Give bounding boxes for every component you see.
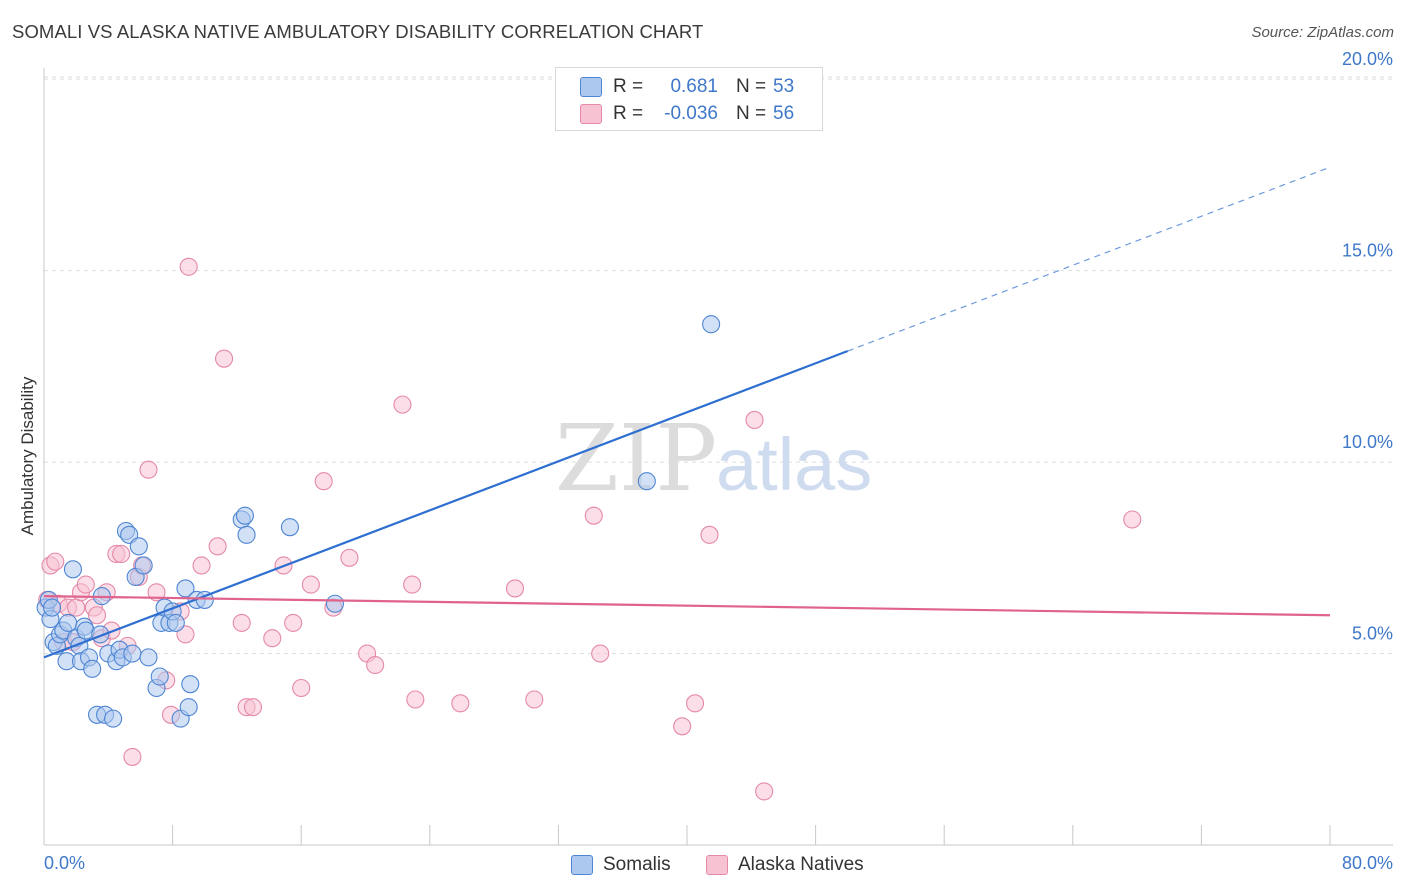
r-label: R = [613,76,644,97]
somalis-point [237,525,256,544]
somalis-swatch-icon [580,77,602,97]
alaska-natives-point [314,472,333,491]
alaska-natives-point [406,690,425,709]
legend-label-somalis: Somalis [603,854,671,875]
n-value: 56 [773,103,795,124]
r-value: -0.036 [664,103,718,124]
alaska-natives-point [525,690,544,709]
somalis-point [176,579,195,598]
x-tick-label: 0.0% [44,853,85,873]
grid-lines [44,76,1393,655]
somalis-point [166,613,185,632]
alaska-natives-point [232,613,251,632]
alaska-swatch-icon [580,104,602,124]
y-tick-label: 10.0% [1342,432,1393,452]
alaska-natives-point [700,525,719,544]
alaska-natives-point [214,349,234,368]
legend-item-alaska-natives[interactable]: Alaska Natives [706,851,864,879]
alaska-natives-point [451,694,470,713]
tick-labels: 5.0% 10.0% 15.0% 20.0% 0.0% 80.0% [44,49,1393,873]
somalis-point [637,472,656,491]
alaska-natives-point [403,575,422,594]
r-value: 0.681 [670,76,718,97]
alaska-natives-point [745,410,764,430]
legend-row-somalis: R = 0.681 N = 53 [556,74,822,100]
somalis-point [104,709,123,728]
alaska-natives-trend-line [43,594,1331,617]
somalis-point [280,518,299,537]
y-tick-label: 5.0% [1352,624,1393,644]
watermark-atlas: atlas [716,423,872,506]
somalis-point [139,648,158,667]
somalis-trend-line [43,349,849,659]
alaska-natives-point [123,747,142,766]
somalis-point [235,506,254,525]
somalis-point [42,598,62,617]
somalis-point [150,667,169,686]
correlation-legend: R = 0.681 N = 53 R = -0.036 N = 56 [555,67,823,131]
r-label: R = [613,103,644,124]
alaska-natives-point [673,717,692,736]
series-legend: Somalis Alaska Natives [0,851,1406,879]
alaska-natives-point [76,575,95,594]
somalis-trend-extension [847,166,1331,352]
alaska-natives-point [505,579,525,598]
somalis-point [129,537,148,556]
alaska-natives-point [46,552,65,571]
x-tick-label: 80.0% [1342,853,1393,873]
somalis-point [59,613,78,632]
alaska-natives-point [87,606,107,625]
n-value: 53 [773,76,795,97]
somalis-point [181,675,200,694]
alaska-natives-point [284,613,303,632]
somalis-point [702,315,721,334]
legend-item-somalis[interactable]: Somalis [571,851,671,879]
watermark: ZIP atlas [555,405,872,512]
alaska-natives-point [263,629,282,648]
axes [43,68,1393,846]
alaska-natives-point [366,655,385,675]
alaska-natives-point [755,782,774,801]
y-tick-label: 20.0% [1342,49,1393,69]
legend-row-alaska-natives: R = -0.036 N = 56 [556,101,822,127]
alaska-natives-point [591,644,610,663]
somalis-point [325,594,345,613]
alaska-natives-point [685,694,705,713]
alaska-natives-point [147,583,166,602]
alaska-natives-point [179,257,198,276]
alaska-natives-point [393,395,412,414]
chart-title: SOMALI VS ALASKA NATIVE AMBULATORY DISAB… [12,21,704,42]
somalis-point [63,560,82,579]
watermark-zip: ZIP [555,405,717,512]
alaska-natives-point [1123,510,1142,529]
alaska-natives-point [301,575,320,594]
alaska-natives-point [67,598,86,617]
somalis-points [36,315,721,728]
somalis-swatch-icon [571,855,593,875]
alaska-natives-points [38,257,1142,801]
alaska-natives-point [139,460,158,479]
alaska-natives-point [208,537,227,556]
alaska-natives-point [192,556,211,575]
somalis-point [123,644,142,663]
somalis-point [83,659,102,678]
source-label: Source: ZipAtlas.com [1251,24,1394,41]
y-tick-label: 15.0% [1342,241,1393,261]
legend-label-alaska-natives: Alaska Natives [738,854,864,875]
alaska-natives-point [584,506,603,525]
n-label: N = [736,103,767,124]
alaska-natives-point [112,544,131,564]
alaska-natives-point [292,678,311,698]
alaska-natives-point [340,548,359,567]
trend-lines [43,166,1331,659]
somalis-point [179,698,198,717]
alaska-natives-point [243,698,263,717]
alaska-swatch-icon [706,855,728,875]
somalis-point [134,556,153,575]
n-label: N = [736,76,767,97]
